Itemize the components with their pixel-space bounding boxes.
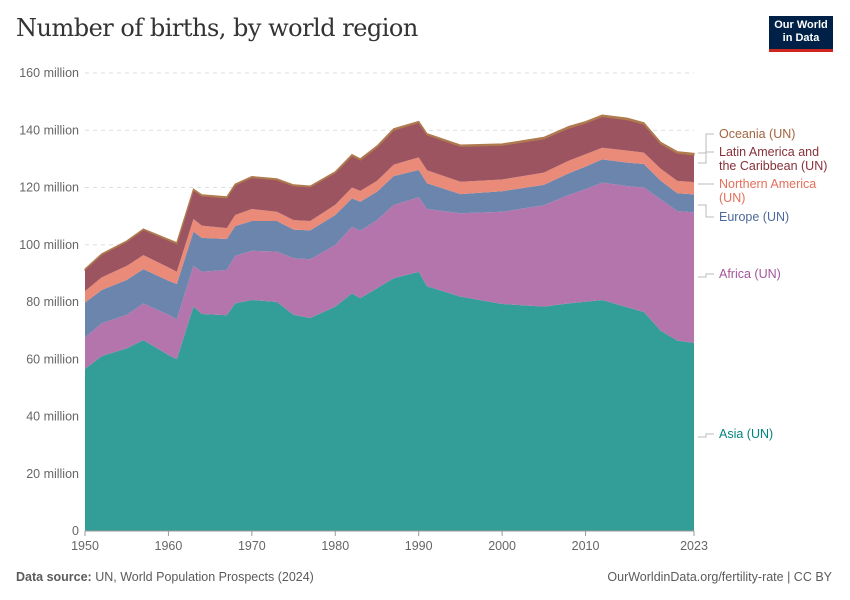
y-tick-label: 60 million <box>26 352 79 366</box>
x-tick-label: 1980 <box>321 539 349 553</box>
axes: 0 20 million 40 million 60 million 80 millio… <box>19 66 708 553</box>
logo-line-1: Our World <box>774 19 828 31</box>
area-latin-america-and-the-caribbean-un <box>85 116 694 292</box>
y-tick-label: 0 <box>72 524 79 538</box>
x-tick-label: 1960 <box>155 539 183 553</box>
owid-logo[interactable]: Our World in Data <box>769 16 833 52</box>
areas <box>84 114 695 531</box>
y-tick-label: 40 million <box>26 410 79 424</box>
legend-label: Africa (UN) <box>719 267 781 281</box>
legend-leader-line <box>698 273 714 278</box>
source-link[interactable]: OurWorldinData.org/fertility-rate | CC B… <box>607 570 832 584</box>
legend-label: Oceania (UN) <box>719 127 795 141</box>
area-africa-un <box>85 182 694 369</box>
data-source-text: UN, World Population Prospects (2024) <box>95 570 314 584</box>
legend-label: Asia (UN) <box>719 427 773 441</box>
legend-label: the Caribbean (UN) <box>719 159 827 173</box>
y-tick-label: 120 million <box>19 181 79 195</box>
legend-leader-line <box>698 133 714 154</box>
legend-leader-line <box>698 151 714 164</box>
data-source: Data source: UN, World Population Prospe… <box>16 570 314 584</box>
y-tick-label: 140 million <box>19 123 79 137</box>
area-oceania-un <box>84 114 695 272</box>
legend-label: Europe (UN) <box>719 210 789 224</box>
y-tick-label: 80 million <box>26 295 79 309</box>
x-tick-label: 2010 <box>572 539 600 553</box>
x-tick-label: 1990 <box>405 539 433 553</box>
area-northern-america-un <box>85 147 694 303</box>
legend-label: (UN) <box>719 191 745 205</box>
area-asia-un <box>85 271 694 531</box>
legend-leader-line <box>698 433 714 438</box>
x-tick-label: 2023 <box>680 539 708 553</box>
x-tick-label: 1970 <box>238 539 266 553</box>
x-tick-label: 1950 <box>71 539 99 553</box>
y-tick-label: 160 million <box>19 66 79 80</box>
x-tick-label: 2000 <box>488 539 516 553</box>
legend-label: Northern America <box>719 177 816 191</box>
logo-line-2: in Data <box>782 32 820 44</box>
area-europe-un <box>85 159 694 338</box>
y-tick-label: 100 million <box>19 238 79 252</box>
y-tick-label: 20 million <box>26 467 79 481</box>
legend-leader-line <box>698 204 714 218</box>
legend-label: Latin America and <box>719 145 819 159</box>
chart-title: Number of births, by world region <box>16 14 418 42</box>
data-source-label: Data source: <box>16 570 92 584</box>
